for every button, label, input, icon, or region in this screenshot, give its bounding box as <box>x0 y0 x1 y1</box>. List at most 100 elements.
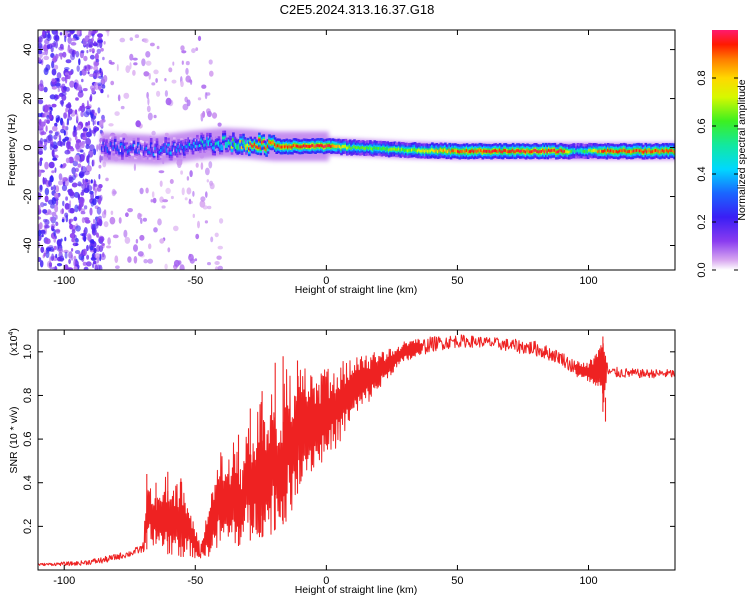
noise-speck <box>82 178 85 184</box>
noise-speck <box>96 206 102 215</box>
y-tick-label: 20 <box>22 92 34 104</box>
ridge-cell <box>442 149 446 153</box>
noise-speck <box>52 157 58 161</box>
ridge-cell <box>530 150 534 154</box>
ridge-cell <box>660 149 663 153</box>
noise-speck <box>38 234 42 242</box>
noise-speck <box>43 138 47 143</box>
noise-speck <box>54 265 57 270</box>
ridge-cell <box>324 144 327 148</box>
ridge-cell <box>405 148 408 152</box>
ridge-cell <box>260 141 264 144</box>
ridge-cell <box>445 150 449 154</box>
noise-speck <box>74 204 79 213</box>
noise-speck <box>214 266 219 270</box>
ridge-cell <box>160 149 163 153</box>
ridge-cell <box>344 144 348 148</box>
noise-speck <box>68 156 74 164</box>
noise-speck <box>87 71 90 75</box>
noise-speck <box>60 209 64 215</box>
ridge-cell <box>199 144 202 147</box>
noise-speck <box>101 80 104 85</box>
noise-speck <box>125 65 131 73</box>
ridge-cell <box>390 147 394 151</box>
noise-speck <box>83 111 90 118</box>
noise-speck <box>96 48 102 55</box>
ridge-cell <box>599 149 603 153</box>
ridge-cell <box>504 149 508 152</box>
noise-speck <box>67 36 72 44</box>
noise-speck <box>38 147 43 155</box>
noise-speck <box>89 207 93 216</box>
noise-speck <box>78 58 81 66</box>
noise-speck <box>158 170 165 174</box>
ridge-cell <box>547 148 551 152</box>
noise-speck <box>98 218 103 227</box>
ridge-halo-strip <box>680 143 683 160</box>
ridge-cell <box>431 148 434 152</box>
noise-speck <box>214 261 220 265</box>
noise-speck <box>97 197 102 205</box>
noise-speck <box>65 196 68 201</box>
ridge-cell <box>348 145 352 149</box>
ridge-cell <box>474 149 477 153</box>
noise-speck <box>201 84 207 89</box>
ridge-cell <box>651 150 655 154</box>
figure-title: C2E5.2024.313.16.37.G18 <box>280 2 435 17</box>
noise-speck <box>103 209 107 215</box>
y-tick-label: 40 <box>22 43 34 55</box>
noise-speck <box>167 247 171 253</box>
ridge-cell <box>546 150 549 154</box>
noise-speck <box>38 241 41 249</box>
ridge-cell <box>598 149 601 153</box>
noise-speck <box>58 134 62 143</box>
noise-speck <box>107 237 111 245</box>
noise-speck <box>85 144 90 150</box>
y-tick-label: 0.8 <box>22 388 34 403</box>
noise-speck <box>85 125 91 129</box>
ridge-cell <box>262 140 265 144</box>
ridge-cell <box>147 150 150 154</box>
noise-speck <box>91 33 95 38</box>
ridge-cell <box>410 148 414 152</box>
ridge-cell <box>128 149 131 153</box>
ridge-cell <box>591 149 594 153</box>
x-tick-label: -100 <box>53 575 75 587</box>
ridge-cell <box>461 150 464 153</box>
noise-speck <box>91 87 96 94</box>
noise-speck <box>97 33 103 38</box>
noise-speck <box>88 30 91 35</box>
ridge-cell <box>134 150 137 154</box>
ridge-cell <box>498 148 502 152</box>
noise-speck <box>54 167 57 173</box>
noise-speck <box>50 203 56 209</box>
ridge-cell <box>615 150 619 153</box>
ridge-cell <box>490 150 493 154</box>
noise-speck <box>43 252 46 257</box>
ridge-cell <box>100 147 104 151</box>
ridge-cell <box>149 143 153 147</box>
noise-speck <box>159 238 165 244</box>
ridge-cell <box>103 147 107 151</box>
noise-speck <box>172 61 175 66</box>
noise-speck <box>44 195 49 203</box>
ridge-cell <box>386 147 389 151</box>
ridge-cell <box>346 146 349 150</box>
noise-speck <box>59 32 63 36</box>
ridge-cell <box>487 149 490 153</box>
noise-speck <box>38 204 41 211</box>
ridge-cell <box>350 146 353 150</box>
noise-speck <box>48 161 55 169</box>
noise-speck <box>98 164 102 169</box>
ridge-cell <box>173 143 176 146</box>
noise-speck <box>83 235 87 242</box>
noise-speck <box>61 177 66 183</box>
noise-speck <box>171 79 177 84</box>
noise-speck <box>94 189 97 193</box>
noise-speck <box>69 80 75 88</box>
noise-speck <box>149 42 155 47</box>
noise-speck <box>81 133 86 137</box>
ridge-cell <box>327 144 330 148</box>
noise-speck <box>45 68 48 72</box>
noise-speck <box>44 187 50 196</box>
